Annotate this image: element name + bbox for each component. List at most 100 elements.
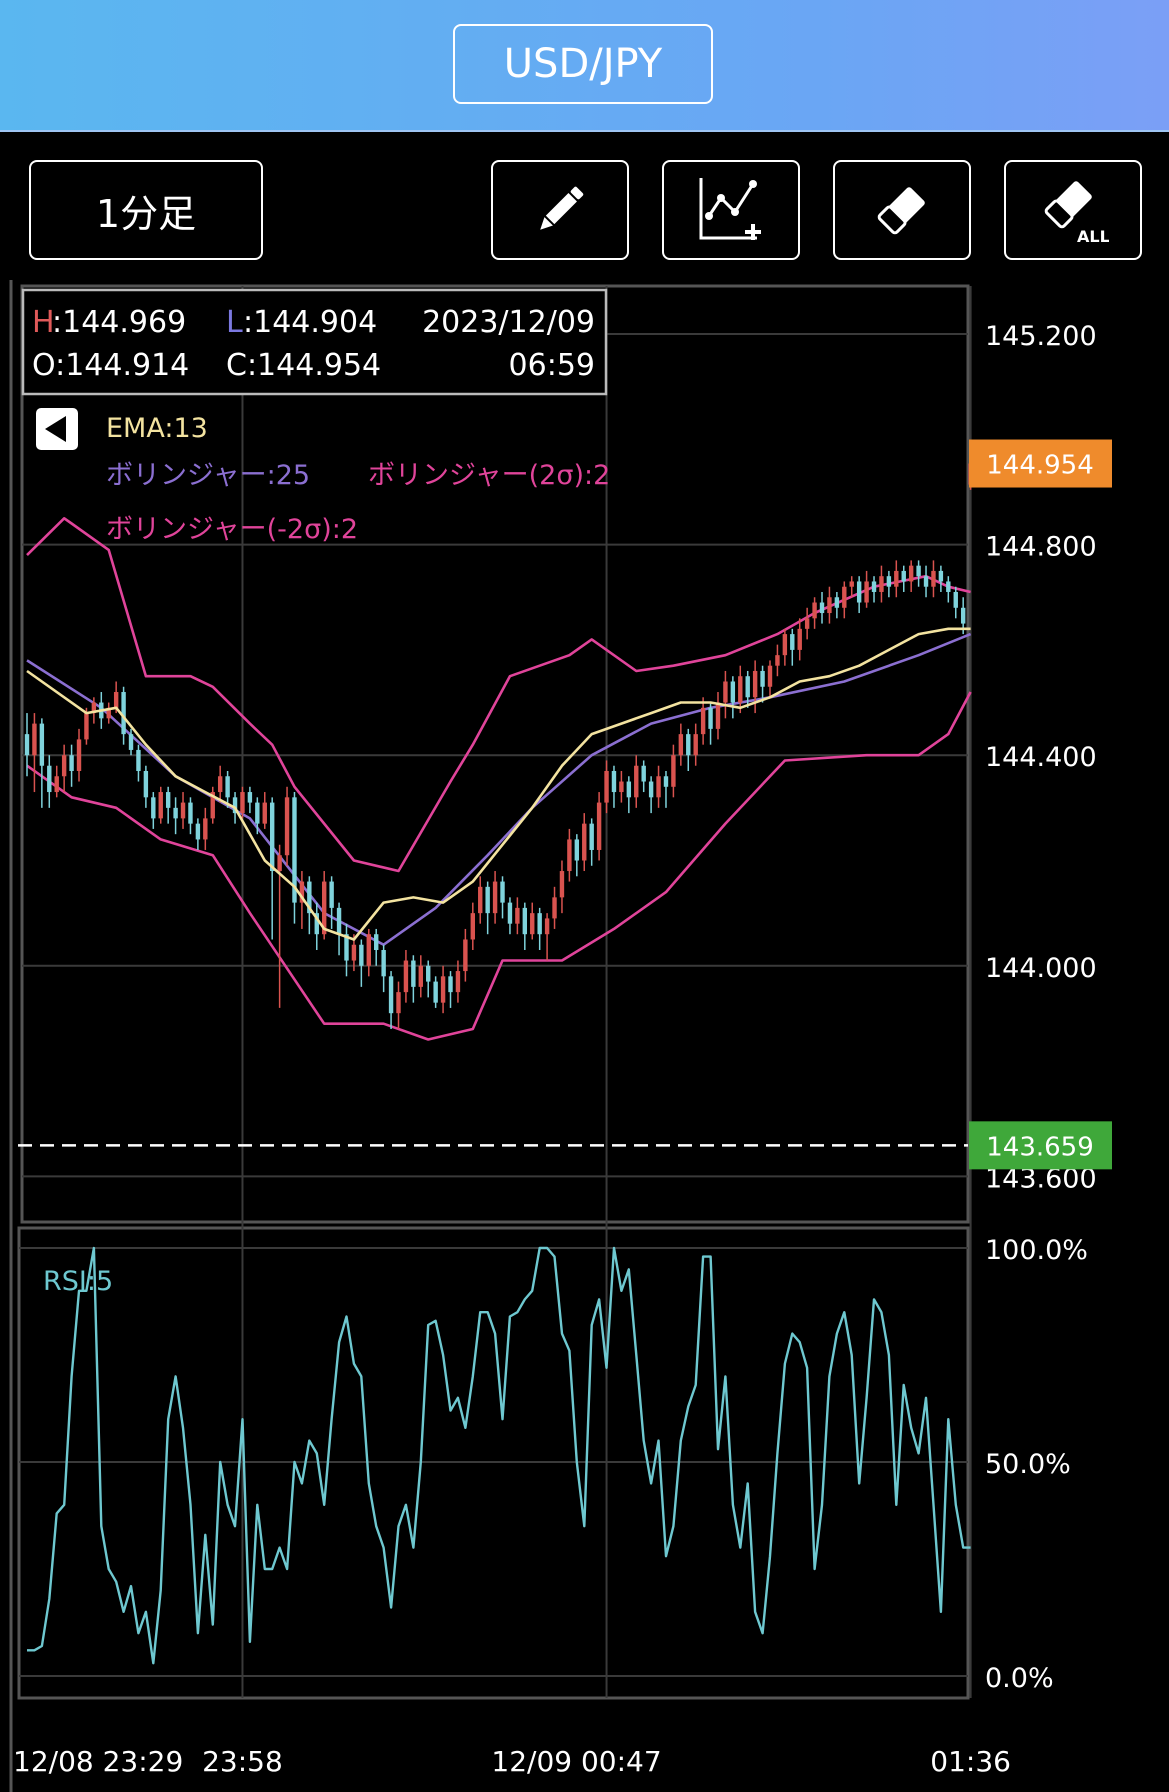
candle — [165, 786, 171, 824]
candle — [143, 765, 149, 808]
candle-body — [232, 797, 238, 814]
candle-body — [715, 702, 721, 729]
candle — [24, 713, 30, 777]
candle-body — [455, 971, 461, 993]
eraser-all-button[interactable]: ALL — [1004, 160, 1142, 260]
ohlc-time: 06:59 — [509, 348, 595, 383]
candle — [931, 560, 936, 598]
candle-body — [856, 581, 862, 603]
candle-body — [106, 707, 111, 719]
candle-body — [901, 570, 906, 582]
indicator-legend: EMA:13 ボリンジャー:25 ボリンジャー(2σ):2 ボリンジャー(-2σ… — [36, 408, 610, 545]
candle — [32, 713, 37, 793]
candle — [217, 765, 223, 803]
candle-body — [604, 770, 609, 803]
currency-pair-button[interactable]: USD/JPY — [453, 24, 713, 104]
pencil-icon — [540, 186, 584, 230]
candle-body — [61, 755, 67, 777]
candle-body — [240, 792, 245, 814]
candle-body — [767, 665, 773, 687]
candle — [515, 897, 520, 935]
candle-body — [47, 765, 52, 793]
candle — [879, 565, 884, 603]
candle — [359, 939, 364, 987]
draw-button[interactable] — [491, 160, 629, 260]
candle-body — [188, 802, 193, 824]
price-tick-label: 145.200 — [985, 321, 1097, 352]
candle — [634, 755, 639, 808]
candle — [128, 728, 134, 756]
candle-body — [284, 797, 290, 856]
candle — [544, 913, 550, 961]
candle-body — [492, 881, 498, 914]
candle — [262, 792, 267, 829]
candle — [158, 786, 163, 824]
candle-body — [433, 981, 438, 1003]
candle — [374, 928, 379, 966]
candle — [916, 560, 921, 587]
candle — [470, 902, 475, 951]
candle-body — [165, 792, 171, 808]
grid — [19, 286, 972, 1698]
candle-body — [426, 965, 431, 982]
candle-body — [908, 565, 914, 582]
ohlc-info-box: H :144.969 L :144.904 2023/12/09 O:144.9… — [21, 288, 608, 396]
candle — [440, 965, 446, 1014]
candle-body — [804, 618, 810, 629]
candle — [715, 692, 721, 740]
candle-body — [700, 707, 706, 735]
level-price-value: 143.659 — [986, 1132, 1094, 1162]
candle — [752, 660, 758, 714]
candle — [864, 570, 869, 608]
candle — [849, 576, 854, 598]
candle — [574, 834, 580, 877]
candle — [530, 902, 535, 940]
candle — [336, 902, 342, 956]
candle-body — [128, 734, 134, 750]
timeframe-button[interactable]: 1分足 — [29, 160, 263, 260]
candle-body — [745, 676, 750, 698]
candle-body — [819, 602, 825, 614]
candle — [277, 844, 282, 1008]
candle — [507, 897, 513, 935]
candle-body — [960, 607, 966, 624]
candle — [894, 560, 899, 598]
candle-body — [210, 792, 215, 819]
candle — [604, 760, 609, 814]
candle-body — [485, 886, 490, 914]
candle-body — [522, 907, 528, 935]
rsi-tick-label: 100.0% — [985, 1235, 1088, 1266]
legend-collapse-button[interactable] — [36, 408, 78, 450]
candle-body — [388, 976, 394, 1014]
candle — [730, 676, 736, 719]
candle — [448, 971, 453, 1008]
rsi-line — [27, 1246, 971, 1665]
ema-line-layer — [26, 627, 971, 941]
candle — [299, 871, 305, 929]
candle-body — [366, 934, 371, 966]
candle — [500, 876, 505, 919]
candle-body — [938, 570, 944, 582]
rsi-line-layer — [27, 1246, 971, 1665]
candle-body — [582, 823, 587, 861]
candle — [723, 670, 728, 719]
candle-body — [322, 881, 327, 935]
candle-body — [344, 934, 349, 961]
candle — [834, 591, 840, 619]
candle-body — [262, 802, 267, 824]
candle-body — [143, 770, 149, 798]
candle-body — [470, 913, 475, 940]
candle — [388, 971, 394, 1029]
candle — [463, 928, 468, 982]
candle-body — [544, 918, 550, 935]
eraser-button[interactable] — [833, 160, 971, 260]
candle-body — [782, 634, 788, 656]
candle — [938, 565, 944, 592]
candle-body — [641, 765, 646, 782]
candle — [908, 560, 914, 592]
candle-body — [381, 950, 386, 977]
price-panel-frame — [20, 284, 970, 1224]
add-indicator-button[interactable] — [662, 160, 800, 260]
candle — [775, 644, 780, 677]
